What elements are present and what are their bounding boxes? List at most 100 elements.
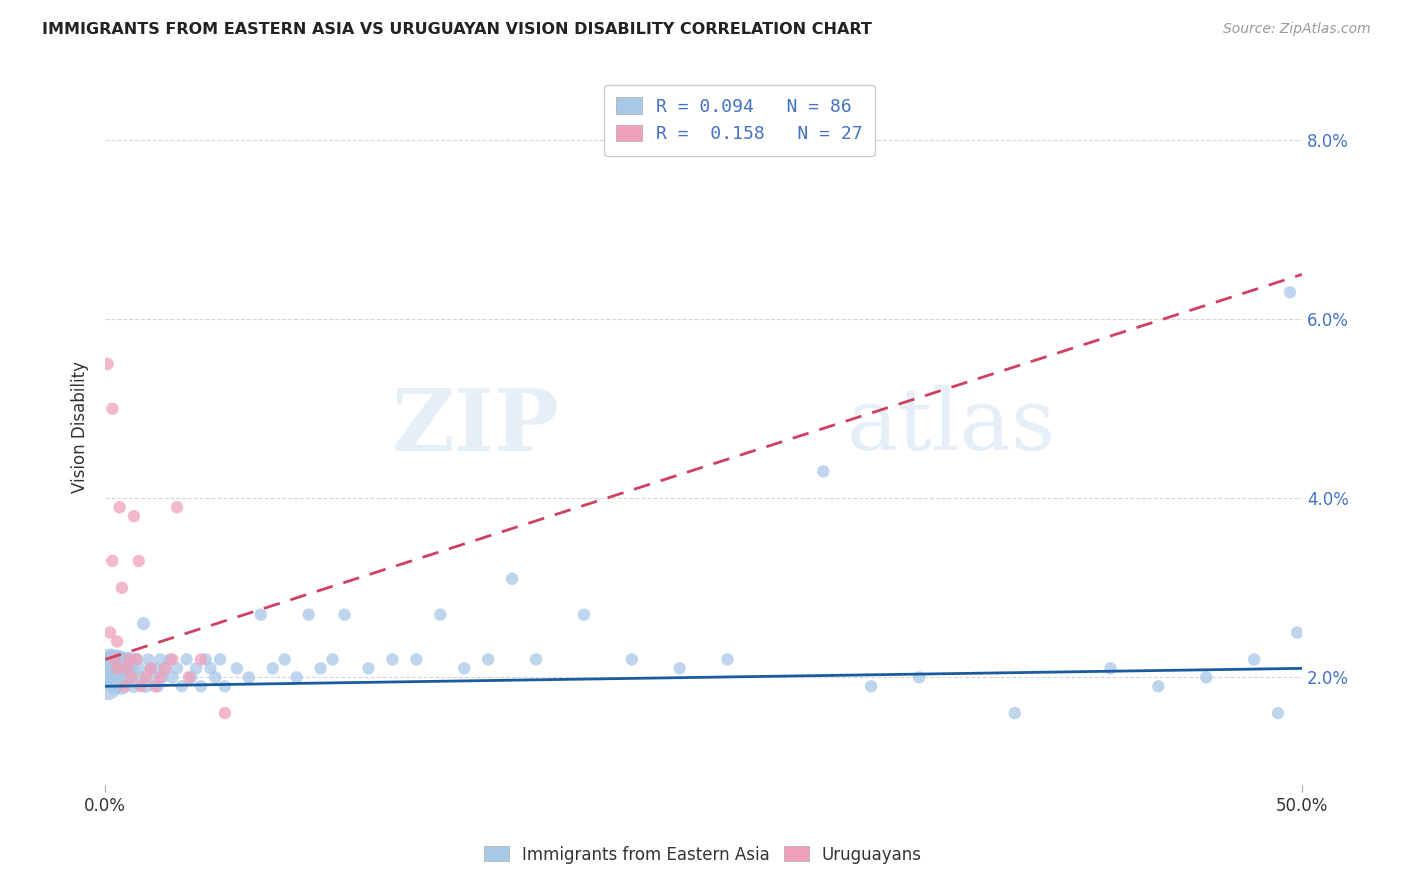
Point [1278, 285, 1301, 300]
Point [285, 670, 308, 684]
Point [98, 661, 121, 675]
Point [190, 652, 212, 666]
Point [1147, 679, 1170, 693]
Point [121, 670, 143, 684]
Point [118, 670, 141, 684]
Point [115, 661, 138, 675]
Point [104, 652, 127, 666]
Point [1267, 706, 1289, 720]
Point [101, 401, 124, 416]
Point [357, 661, 380, 675]
Point [190, 679, 212, 693]
Point [160, 670, 183, 684]
Legend: R = 0.094   N = 86, R =  0.158   N = 27: R = 0.094 N = 86, R = 0.158 N = 27 [603, 85, 876, 155]
Point [135, 679, 157, 693]
Point [177, 670, 200, 684]
Legend: Immigrants from Eastern Asia, Uruguayans: Immigrants from Eastern Asia, Uruguayans [478, 839, 928, 871]
Point [262, 661, 284, 675]
Y-axis label: Vision Disability: Vision Disability [72, 360, 89, 492]
Point [159, 652, 181, 666]
Point [97, 357, 120, 371]
Point [121, 661, 143, 675]
Point [620, 652, 643, 666]
Point [153, 661, 176, 675]
Point [112, 679, 135, 693]
Point [429, 607, 451, 622]
Point [298, 607, 321, 622]
Point [153, 661, 176, 675]
Point [274, 652, 297, 666]
Text: atlas: atlas [848, 385, 1056, 468]
Point [145, 661, 167, 675]
Point [108, 652, 131, 666]
Point [115, 670, 138, 684]
Point [194, 652, 217, 666]
Point [108, 500, 131, 515]
Point [1243, 652, 1265, 666]
Point [200, 661, 222, 675]
Text: Source: ZipAtlas.com: Source: ZipAtlas.com [1223, 22, 1371, 37]
Point [105, 652, 128, 666]
Point [111, 661, 134, 675]
Point [572, 607, 595, 622]
Point [152, 670, 174, 684]
Point [136, 652, 159, 666]
Point [149, 652, 172, 666]
Point [105, 661, 128, 675]
Point [101, 554, 124, 568]
Point [405, 652, 427, 666]
Point [98, 670, 121, 684]
Point [860, 679, 883, 693]
Point [176, 652, 198, 666]
Point [129, 670, 152, 684]
Point [105, 670, 128, 684]
Point [125, 652, 148, 666]
Point [115, 661, 138, 675]
Point [132, 616, 155, 631]
Point [214, 706, 236, 720]
Point [149, 670, 172, 684]
Point [716, 652, 738, 666]
Point [97, 679, 120, 693]
Point [225, 661, 247, 675]
Text: ZIP: ZIP [392, 384, 560, 468]
Point [1004, 706, 1026, 720]
Point [186, 661, 208, 675]
Point [122, 679, 145, 693]
Point [118, 652, 141, 666]
Point [111, 679, 134, 693]
Point [139, 661, 162, 675]
Point [908, 670, 931, 684]
Point [98, 625, 121, 640]
Point [238, 670, 260, 684]
Point [135, 670, 157, 684]
Point [118, 652, 141, 666]
Point [209, 652, 232, 666]
Point [524, 652, 547, 666]
Point [1286, 625, 1309, 640]
Point [139, 661, 162, 675]
Point [333, 607, 356, 622]
Point [108, 670, 131, 684]
Point [381, 652, 404, 666]
Point [170, 679, 193, 693]
Point [105, 661, 128, 675]
Point [104, 679, 127, 693]
Point [105, 634, 128, 648]
Point [453, 661, 475, 675]
Point [477, 652, 499, 666]
Point [180, 670, 202, 684]
Point [97, 670, 120, 684]
Point [146, 679, 169, 693]
Text: IMMIGRANTS FROM EASTERN ASIA VS URUGUAYAN VISION DISABILITY CORRELATION CHART: IMMIGRANTS FROM EASTERN ASIA VS URUGUAYA… [42, 22, 872, 37]
Point [98, 652, 121, 666]
Point [122, 509, 145, 524]
Point [142, 670, 165, 684]
Point [160, 652, 183, 666]
Point [128, 554, 150, 568]
Point [214, 679, 236, 693]
Point [112, 670, 135, 684]
Point [125, 652, 148, 666]
Point [101, 652, 124, 666]
Point [1195, 670, 1218, 684]
